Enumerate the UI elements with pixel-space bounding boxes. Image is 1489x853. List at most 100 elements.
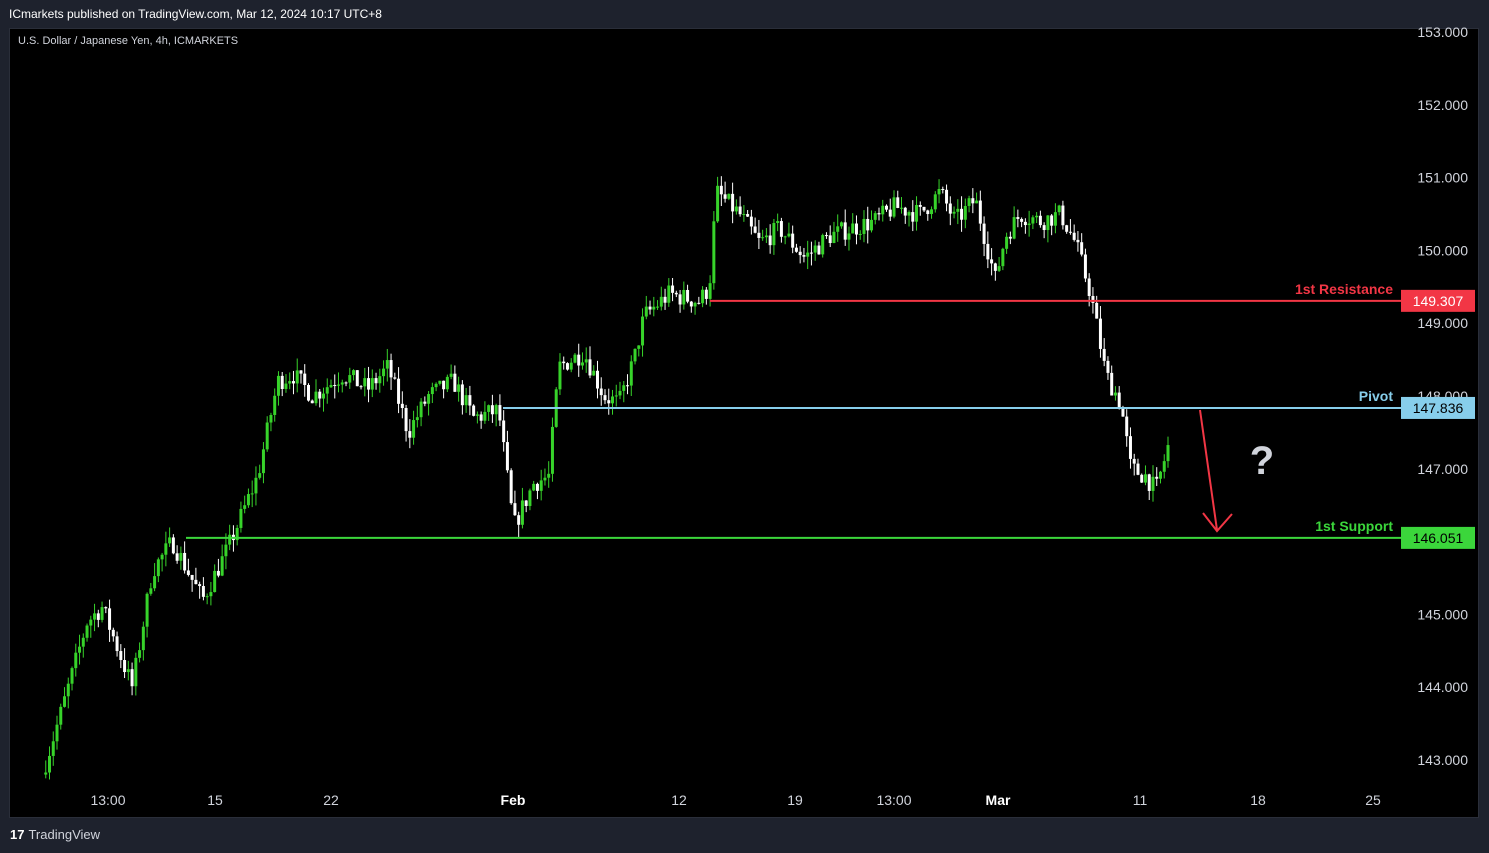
candle-body bbox=[1035, 215, 1039, 218]
candle-body bbox=[967, 198, 971, 206]
candle-body bbox=[78, 646, 82, 653]
candle-body bbox=[134, 657, 138, 687]
candle-body bbox=[761, 237, 765, 239]
candle-body bbox=[603, 395, 607, 401]
candle-body bbox=[55, 724, 59, 742]
candle-body bbox=[378, 376, 382, 384]
candle-body bbox=[779, 221, 783, 237]
candle-body bbox=[138, 650, 142, 658]
candle-body bbox=[100, 607, 104, 620]
candle-body bbox=[74, 652, 78, 669]
candle-body bbox=[367, 378, 371, 390]
candle-body bbox=[539, 480, 543, 491]
candle-body bbox=[813, 245, 817, 253]
arrow-shaft bbox=[1199, 409, 1218, 531]
chart-panel[interactable] bbox=[9, 28, 1479, 818]
candle-body bbox=[686, 289, 690, 302]
candle-body bbox=[220, 556, 224, 576]
candle-body bbox=[438, 380, 442, 384]
candle-body bbox=[306, 384, 310, 401]
candle-body bbox=[952, 211, 956, 214]
candle-body bbox=[532, 483, 536, 491]
y-tick-label: 153.000 bbox=[1417, 24, 1468, 40]
candle-body bbox=[498, 405, 502, 421]
level-name: Pivot bbox=[1359, 388, 1394, 404]
candle-body bbox=[599, 388, 603, 396]
candle-body bbox=[528, 490, 532, 506]
candle-body bbox=[787, 233, 791, 237]
candle-body bbox=[809, 252, 813, 254]
candle-body bbox=[370, 378, 374, 390]
candle-body bbox=[749, 216, 753, 227]
candle-body bbox=[430, 387, 434, 395]
candle-body bbox=[389, 360, 393, 378]
candle-body bbox=[960, 208, 964, 220]
candle-body bbox=[948, 203, 952, 214]
x-tick-label: Mar bbox=[986, 792, 1011, 808]
candle-body bbox=[322, 393, 325, 399]
candle-body bbox=[284, 383, 288, 389]
candle-body bbox=[509, 470, 513, 504]
candle-body bbox=[254, 477, 258, 494]
candle-body bbox=[269, 414, 273, 423]
candle-body bbox=[978, 200, 982, 224]
candle-body bbox=[1038, 215, 1042, 226]
candle-body bbox=[588, 359, 592, 376]
candle-body bbox=[1020, 218, 1024, 222]
candle-body bbox=[382, 368, 386, 377]
candle-body bbox=[734, 206, 738, 212]
candle-body bbox=[224, 544, 228, 557]
candle-body bbox=[667, 285, 671, 303]
candle-body bbox=[119, 651, 123, 661]
candle-body bbox=[607, 400, 611, 404]
candle-body bbox=[1132, 458, 1136, 464]
candle-body bbox=[618, 390, 622, 396]
candle-body bbox=[325, 387, 329, 394]
candle-body bbox=[558, 361, 562, 390]
candle-body bbox=[738, 206, 742, 215]
candle-body bbox=[449, 373, 453, 377]
candle-body bbox=[374, 378, 378, 384]
candle-body bbox=[637, 345, 641, 349]
candle-body bbox=[1068, 231, 1072, 233]
candle-body bbox=[1080, 242, 1084, 255]
candle-body bbox=[877, 213, 881, 215]
candle-body bbox=[843, 222, 847, 240]
candle-body bbox=[622, 385, 626, 391]
candle-body bbox=[115, 636, 119, 652]
candle-body bbox=[472, 405, 476, 416]
candle-body bbox=[468, 395, 472, 406]
candle-body bbox=[183, 552, 187, 571]
candle-body bbox=[502, 420, 506, 443]
candle-body bbox=[569, 362, 573, 370]
candle-body bbox=[873, 213, 877, 220]
candle-body bbox=[265, 422, 269, 450]
candle-body bbox=[772, 222, 776, 246]
candle-body bbox=[866, 218, 870, 231]
candle-body bbox=[1110, 372, 1114, 396]
candle-body bbox=[483, 411, 487, 421]
candle-body bbox=[731, 193, 735, 212]
x-tick-label: 22 bbox=[323, 792, 339, 808]
candle-body bbox=[701, 289, 705, 304]
candle-body bbox=[674, 292, 678, 295]
candle-body bbox=[757, 232, 761, 238]
y-tick-label: 149.000 bbox=[1417, 315, 1468, 331]
candle-body bbox=[291, 381, 295, 384]
candle-body bbox=[63, 696, 67, 707]
candle-body bbox=[746, 214, 750, 217]
tradingview-logo[interactable]: 17 TradingView bbox=[10, 827, 100, 842]
candle-body bbox=[355, 370, 359, 387]
tradingview-icon: 17 bbox=[10, 827, 25, 842]
candle-body bbox=[671, 285, 675, 293]
candle-body bbox=[1162, 461, 1166, 472]
candle-body bbox=[565, 363, 569, 370]
candle-body bbox=[562, 361, 566, 364]
candle-body bbox=[824, 235, 828, 237]
forecast-arrow bbox=[1199, 409, 1233, 533]
candle-body bbox=[648, 306, 652, 310]
candle-body bbox=[689, 301, 693, 307]
candle-body bbox=[123, 660, 127, 673]
candle-body bbox=[310, 400, 314, 404]
